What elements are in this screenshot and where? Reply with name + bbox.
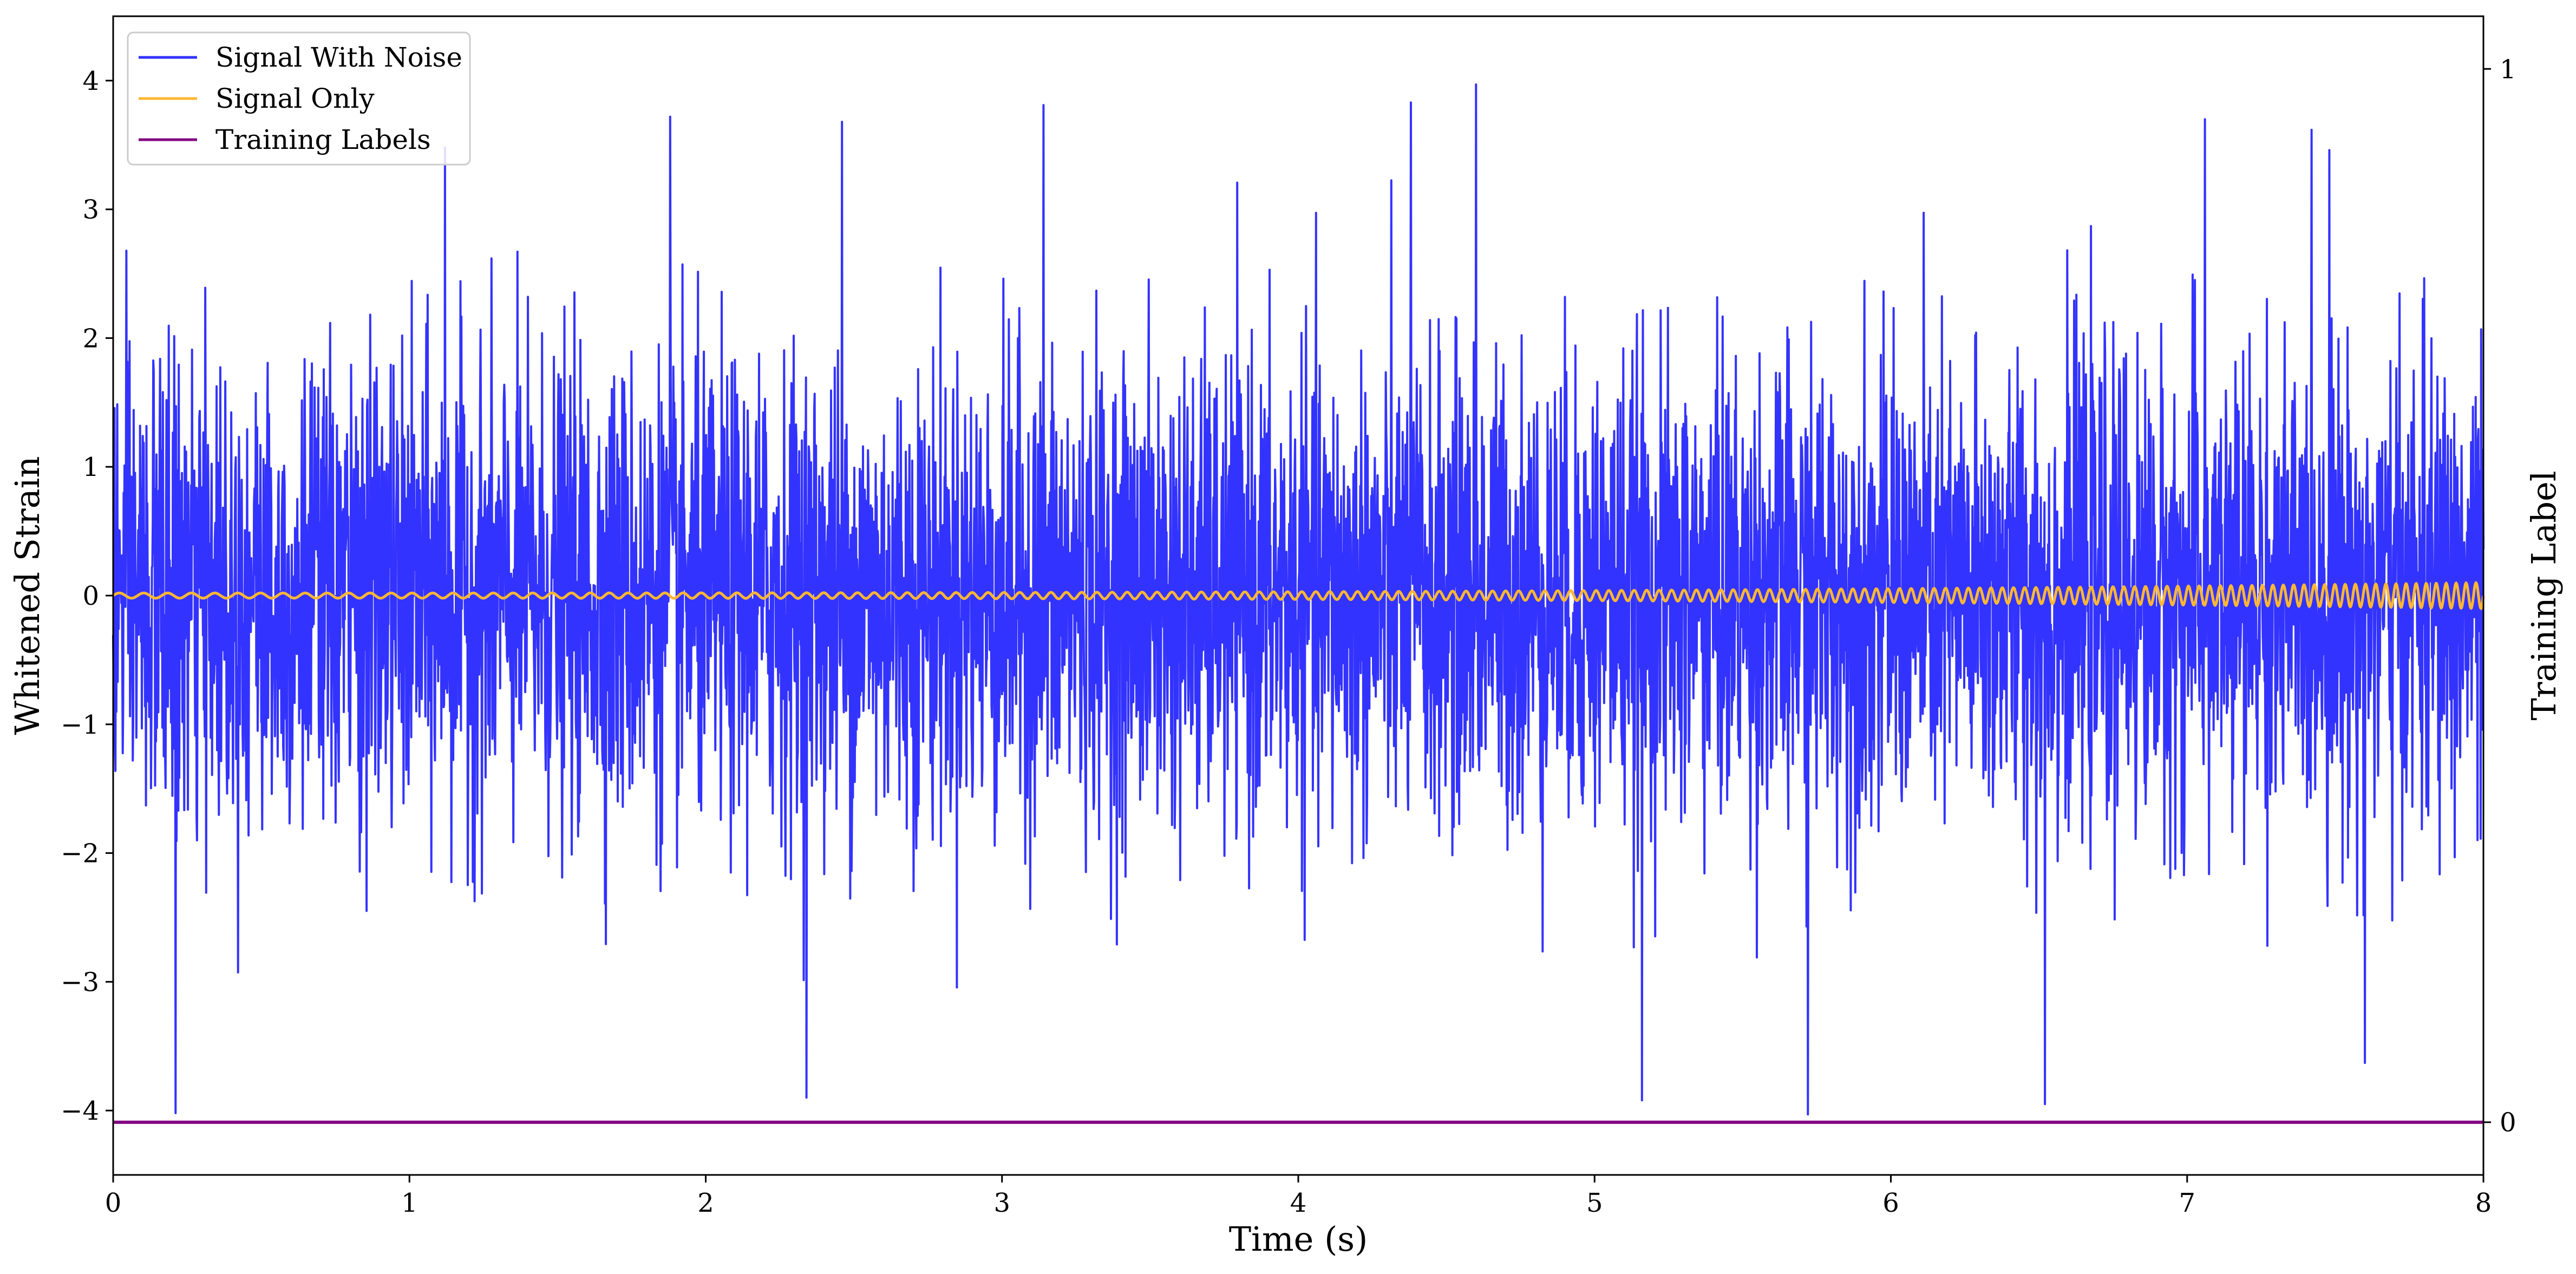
legend-label-signal-only: Signal Only: [215, 83, 375, 114]
y2-tick-label: 1: [2500, 54, 2516, 84]
x-tick-label: 3: [993, 1188, 1010, 1218]
x-tick-label: 6: [1882, 1188, 1899, 1218]
x-tick-label: 0: [105, 1188, 122, 1218]
y-tick-label: 3: [82, 195, 99, 225]
x-axis: 0 1 2 3 4 5 6 7 8: [105, 1175, 2492, 1218]
series-line-signal-with-noise: [112, 83, 2485, 1116]
legend-label-training-labels: Training Labels: [215, 124, 431, 155]
y2-axis-label: Training Label: [2524, 471, 2564, 720]
x-tick-label: 4: [1290, 1188, 1307, 1218]
y-tick-label: 2: [82, 323, 99, 354]
x-tick-label: 2: [697, 1188, 714, 1218]
y-axis-right: 01: [2483, 54, 2516, 1138]
y2-tick-label: 0: [2500, 1108, 2516, 1138]
y-tick-label: −1: [61, 710, 99, 740]
y-tick-label: 4: [82, 66, 99, 96]
y-tick-label: −3: [61, 967, 99, 997]
y-tick-label: −4: [61, 1096, 99, 1126]
series-line-signal-only: [112, 581, 2485, 610]
x-axis-label: Time (s): [1229, 1219, 1368, 1259]
y-axis-label: Whitened Strain: [8, 456, 47, 735]
series-layer: [112, 83, 2485, 1124]
x-tick-label: 8: [2475, 1188, 2492, 1218]
y-tick-label: 1: [82, 452, 99, 482]
y-tick-label: 0: [82, 581, 99, 611]
x-tick-label: 5: [1586, 1188, 1603, 1218]
x-tick-label: 1: [401, 1188, 418, 1218]
legend: Signal With Noise Signal Only Training L…: [127, 31, 471, 166]
y-axis-left: −4 −3 −2 −1 0 1 2 3 4: [61, 66, 113, 1126]
x-tick-label: 7: [2179, 1188, 2195, 1218]
legend-label-signal-with-noise: Signal With Noise: [215, 42, 462, 73]
legend-box: [127, 31, 471, 166]
y-tick-label: −2: [61, 839, 99, 869]
